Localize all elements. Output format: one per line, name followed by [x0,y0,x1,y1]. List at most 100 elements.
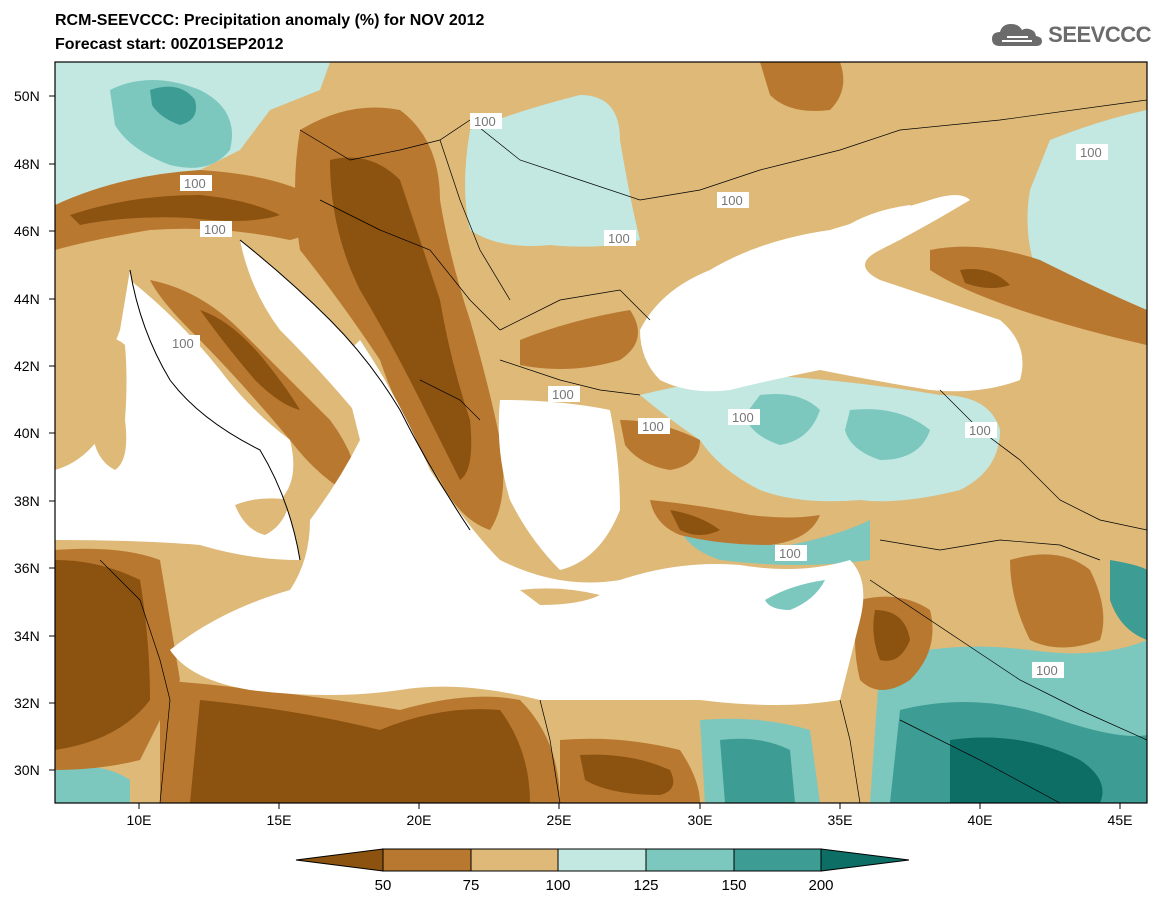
colorbar: 50 75 100 125 150 200 [295,848,910,894]
lat-tick: 34N [14,628,55,644]
svg-text:100: 100 [552,387,574,402]
lon-tick: 15E [267,803,291,828]
lat-tick: 40N [14,425,55,441]
wet-area-anatolia [640,375,1000,502]
svg-text:46N: 46N [14,223,40,239]
contour-label: 100 [965,422,997,438]
svg-text:100: 100 [608,231,630,246]
black-sea [640,195,1023,392]
colorbar-upper-arrow [820,848,910,872]
colorbar-label: 200 [808,877,833,894]
lon-tick: 20E [407,803,432,828]
dry-area-ukraine-north [760,62,844,111]
wet-area-anatolia-east [845,409,930,460]
colorbar-label: 75 [463,877,480,894]
contour-label: 100 [470,113,502,129]
lat-tick: 48N [14,156,55,172]
colorbar-label: 125 [633,877,658,894]
colorbar-segment-100-125 [557,848,647,872]
svg-text:100: 100 [1036,663,1058,678]
colorbar-label: 100 [545,877,570,894]
lon-tick: 45E [1108,803,1133,828]
very-dry-area-caucasus [960,269,1010,289]
lon-tick: 35E [828,803,852,828]
contour-label: 100 [548,386,580,402]
logo-text: SEEVCCC [1048,22,1151,47]
colorbar-segment-75-100 [470,848,559,872]
cloud-icon [992,24,1043,46]
svg-text:100: 100 [172,336,194,351]
svg-text:100: 100 [721,193,743,208]
country-borders [99,99,1147,803]
lon-tick: 30E [688,803,713,828]
wet-area-tunisia [55,766,130,803]
seevccc-logo: SEEVCCC [990,20,1151,50]
lat-tick: 32N [14,695,55,711]
very-dry-area-taurus [670,510,720,535]
lat-tick: 44N [14,291,55,307]
contour-label: 100 [604,230,636,246]
svg-text:100: 100 [969,423,991,438]
dry-area-italy [150,280,360,500]
lon-tick: 25E [547,803,572,828]
very-dry-area-north-africa-west [55,560,150,750]
coastlines [129,239,471,561]
svg-text:36N: 36N [14,560,40,576]
lon-tick: 10E [127,803,151,828]
colorbar-label: 50 [375,877,392,894]
wet-area-anatolia-core [745,394,820,445]
svg-text:42N: 42N [14,358,40,374]
lat-tick: 30N [14,762,55,778]
svg-text:48N: 48N [14,156,40,172]
very-dry-area-italy [200,310,300,410]
lat-tick: 46N [14,223,55,239]
svg-text:32N: 32N [14,695,40,711]
colorbar-label: 150 [721,877,746,894]
svg-text:25E: 25E [547,812,572,828]
svg-text:100: 100 [732,410,754,425]
contour-label: 100 [717,192,749,208]
contour-label: 100 [775,545,807,561]
very-dry-area-libya [190,700,530,803]
corsica-sardinia [92,338,127,470]
forecast-start-label: Forecast start: 00Z01SEP2012 [55,36,284,53]
wet-area-turkey-coast [680,520,870,565]
very-dry-area-levant [873,610,910,661]
wet-area-egypt-dark [720,738,795,803]
svg-text:100: 100 [1080,145,1102,160]
svg-text:34N: 34N [14,628,40,644]
dry-area-romania [520,310,638,369]
colorbar-segment-125-150 [645,848,735,872]
svg-text:100: 100 [474,114,496,129]
svg-text:20E: 20E [407,812,432,828]
svg-text:40E: 40E [968,812,993,828]
contour-label: 100 [180,175,212,191]
wet-area-arabia-extreme [950,737,1103,803]
svg-text:100: 100 [642,419,664,434]
svg-text:44N: 44N [14,291,40,307]
wet-area-alps-core [110,80,232,168]
contour-label: 100 [728,409,760,425]
contour-label: 100 [638,418,670,434]
lat-tick: 38N [14,493,55,509]
lon-tick: 40E [968,803,993,828]
sicily [235,498,290,535]
colorbar-lower-arrow [295,848,384,872]
tyrrhenian-sea [118,280,294,505]
dry-area-syria [1010,554,1104,648]
wet-area-syria-east [1110,560,1147,640]
svg-text:30N: 30N [14,762,40,778]
svg-text:45E: 45E [1108,812,1133,828]
svg-text:38N: 38N [14,493,40,509]
longitude-axis: 10E 15E 20E 25E 30E 35E 40E 45E [127,803,1133,828]
cyprus [765,580,825,610]
adriatic-sea [240,240,400,430]
mediterranean-sea [55,270,864,705]
wet-area-alps-dark [150,86,196,125]
latitude-axis: 50N 48N 46N 44N 42N 40N 38N 36N 34N 32N … [14,88,55,778]
svg-text:30E: 30E [688,812,713,828]
contour-label: 100 [1076,144,1108,160]
very-dry-area-alps [70,195,280,225]
contour-label: 100 [200,221,232,237]
